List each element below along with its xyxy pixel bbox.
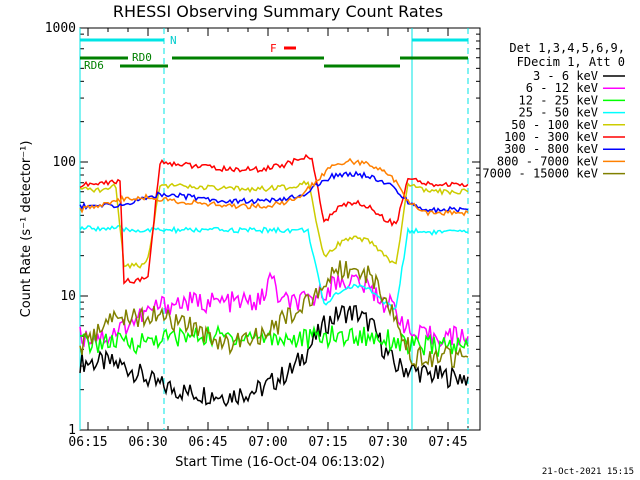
series-line-3-6-keV xyxy=(79,304,469,408)
legend-entry-label: 800 - 7000 keV xyxy=(497,154,598,168)
f-label: F xyxy=(270,42,277,55)
legend-entry-label: 12 - 25 keV xyxy=(519,93,598,107)
x-tick-label: 07:45 xyxy=(428,435,467,450)
y-tick-label: 10 xyxy=(60,289,76,304)
series-line-7000-15000-keV xyxy=(79,260,469,369)
legend-entry-label: 25 - 50 keV xyxy=(519,106,598,120)
series-line-50-100-keV xyxy=(79,180,469,270)
legend-entry-label: 7000 - 15000 keV xyxy=(482,167,598,181)
series-line-100-300-keV xyxy=(79,153,469,285)
legend-entry-label: 50 - 100 keV xyxy=(511,118,598,132)
y-axis-label: Count Rate (s⁻¹ detector⁻¹) xyxy=(19,141,34,318)
rd0-label: RD0 xyxy=(132,51,152,64)
y-tick-label: 100 xyxy=(53,155,76,170)
series-line-6-12-keV xyxy=(79,271,469,348)
x-axis-label: Start Time (16-Oct-04 06:13:02) xyxy=(175,455,385,470)
x-tick-label: 06:45 xyxy=(188,435,227,450)
x-tick-label: 07:00 xyxy=(248,435,287,450)
timestamp: 21-Oct-2021 15:15 xyxy=(542,467,634,477)
legend-entry-label: 100 - 300 keV xyxy=(504,130,598,144)
n-label: N xyxy=(170,34,177,47)
legend-entry-label: 6 - 12 keV xyxy=(526,81,598,95)
y-tick-label: 1000 xyxy=(45,21,76,36)
series-line-300-800-keV xyxy=(79,170,469,214)
legend-header-decim: FDecim 1, Att 0 xyxy=(517,55,625,69)
series-line-25-50-keV xyxy=(79,224,469,311)
chart-title: RHESSI Observing Summary Count Rates xyxy=(113,2,443,21)
series-line-800-7000-keV xyxy=(79,157,469,217)
legend-entry-label: 300 - 800 keV xyxy=(504,142,598,156)
x-tick-label: 07:15 xyxy=(308,435,347,450)
legend-entry-label: 3 - 6 keV xyxy=(533,69,598,83)
legend-header-detectors: Det 1,3,4,5,6,9, xyxy=(509,41,625,55)
plot-frame xyxy=(79,27,481,431)
x-tick-label: 06:15 xyxy=(68,435,107,450)
series-line-12-25-keV xyxy=(79,324,469,357)
x-tick-label: 06:30 xyxy=(128,435,167,450)
x-tick-label: 07:30 xyxy=(368,435,407,450)
y-tick-label: 1 xyxy=(68,423,76,438)
rd6-label: RD6 xyxy=(84,59,104,72)
